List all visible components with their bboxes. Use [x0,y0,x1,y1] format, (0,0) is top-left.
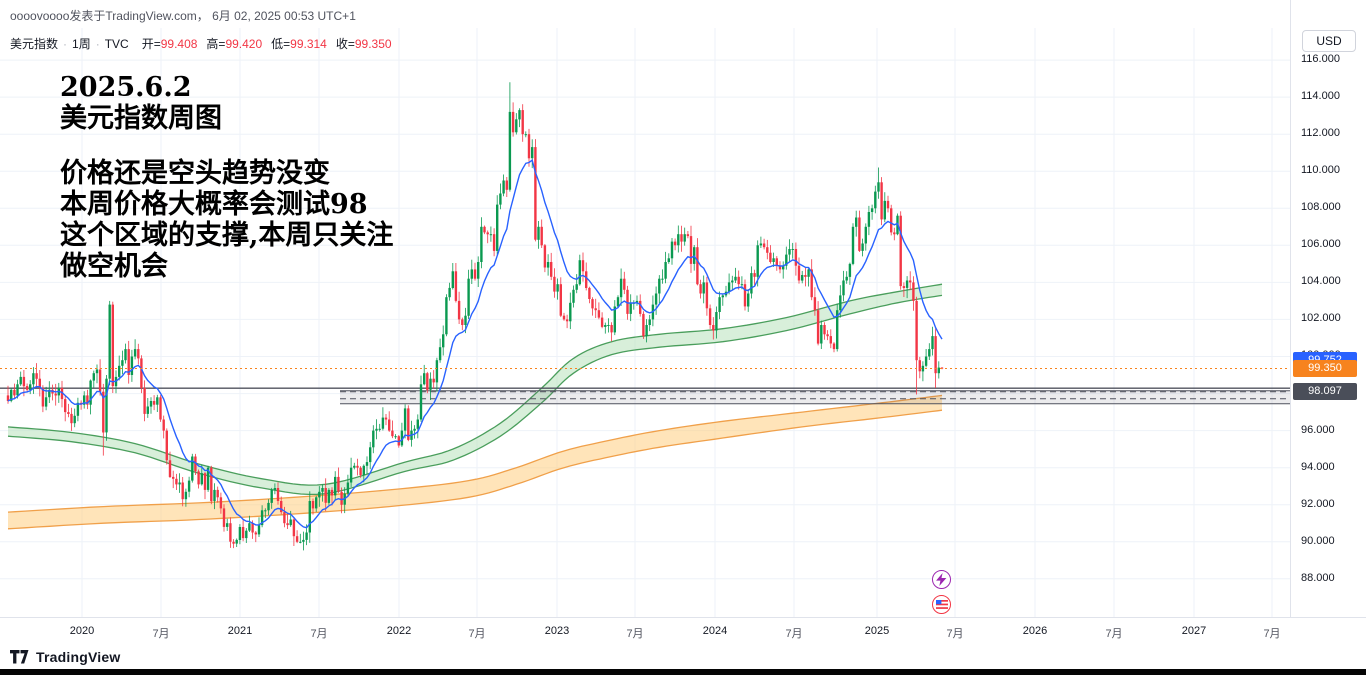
symbol-legend: 美元指数 · 1周 · TVC 开=99.408 高=99.420 低=99.3… [10,35,392,52]
bottom-bar [0,669,1366,675]
time-tick-label: 7月 [785,628,803,640]
price-tick-label: 108.000 [1301,201,1341,213]
legend-separator: · [95,36,100,51]
flash-event-icon[interactable] [932,570,951,589]
symbol-interval[interactable]: 1周 [72,37,91,51]
time-tick-label: 7月 [626,628,644,640]
ohlc-values: 开=99.408 高=99.420 低=99.314 收=99.350 [142,35,392,52]
price-tick-label: 90.000 [1301,535,1335,547]
time-tick-label: 7月 [1263,628,1281,640]
green-ma-band [7,283,943,496]
time-tick-label: 7月 [946,628,964,640]
ohlc-low: 低=99.314 [271,37,327,51]
time-tick-label: 7月 [468,628,486,640]
currency-button[interactable]: USD [1302,30,1356,52]
ohlc-open: 开=99.408 [141,37,198,51]
price-tick-label: 110.000 [1301,164,1340,176]
candles [6,82,944,551]
time-tick-label: 2020 [69,625,95,637]
time-tick-label: 2025 [864,625,890,637]
time-tick-label: 7月 [152,628,170,640]
annotation-title-line: 2025.6.2 [60,72,192,103]
time-tick-label: 2027 [1181,625,1207,637]
price-axis-badge: 99.350 [1293,360,1357,377]
footer-logo[interactable]: TradingView [10,649,120,665]
legend-separator: · [63,36,68,51]
time-tick-label: 2026 [1022,625,1048,637]
price-axis-badge: 98.097 [1293,383,1357,400]
time-tick-label: 2021 [227,625,253,637]
time-axis[interactable]: 2020 7月 2021 7月 2022 7月 2023 7月 2024 7月 2025 7月 2026… [0,617,1366,644]
price-tick-label: 112.000 [1301,127,1340,139]
price-tick-label: 104.000 [1301,275,1341,287]
price-tick-label: 114.000 [1301,90,1340,102]
price-tick-label: 106.000 [1301,238,1341,250]
tradingview-logo-icon [10,650,29,664]
time-tick-label: 2023 [544,625,570,637]
price-tick-label: 102.000 [1301,312,1341,324]
price-tick-label: 116.000 [1301,53,1340,65]
price-axis[interactable]: USD 116.000 114.000 112.000 110.000 108.000 1… [1290,0,1366,617]
time-tick-label: 7月 [1105,628,1123,640]
lightning-icon [936,573,947,586]
chart-annotation-text[interactable]: 2025.6.2 美元指数周图 价格还是空头趋势没变 本周价格大概率会测试98 … [60,72,393,282]
price-tick-label: 96.000 [1301,424,1335,436]
ma-line [7,159,943,529]
annotation-title-line: 美元指数周图 [60,103,222,134]
symbol-exchange[interactable]: TVC [104,36,129,51]
annotation-body-line: 做空机会 [60,251,168,282]
logo-text: TradingView [36,649,121,665]
annotation-body-line: 价格还是空头趋势没变 [60,158,330,189]
us-flag-icon [935,600,948,609]
time-tick-label: 2024 [702,625,728,637]
attribution-text: oooovoooo发表于TradingView.com， 6月 02, 2025… [10,9,356,23]
ohlc-high: 高=99.420 [206,37,263,51]
price-tick-label: 92.000 [1301,498,1335,510]
chart-svg[interactable] [0,0,1290,617]
support-zone-drawing[interactable] [340,390,1290,405]
price-tick-label: 88.000 [1301,572,1335,584]
ohlc-close: 收=99.350 [335,37,392,51]
economic-event-icon[interactable] [932,595,951,614]
price-tick-label: 94.000 [1301,461,1335,473]
time-tick-label: 7月 [310,628,328,640]
symbol-title[interactable]: 美元指数 [10,37,59,51]
time-tick-label: 2022 [386,625,412,637]
annotation-body-line: 本周价格大概率会测试98 [60,189,368,220]
annotation-body-line: 这个区域的支撑,本周只关注 [60,220,394,251]
